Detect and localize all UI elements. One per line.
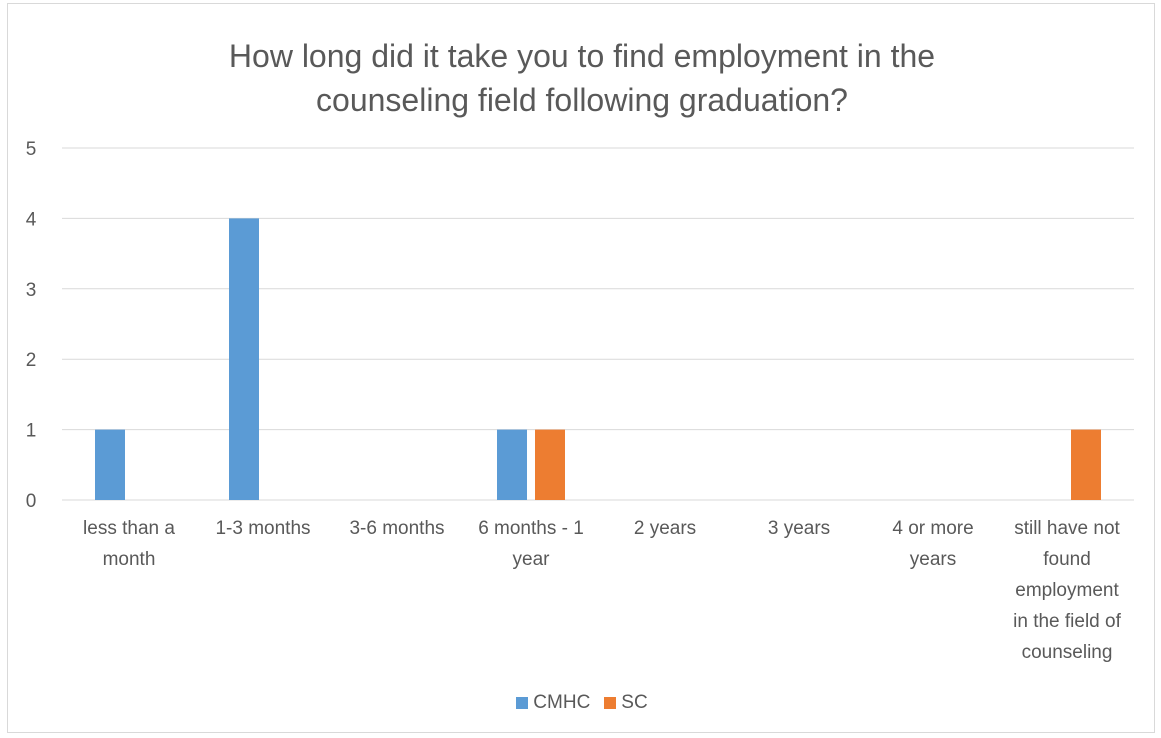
x-tick-label-0-1: month	[103, 549, 156, 570]
legend-label-cmhc: CMHC	[533, 692, 591, 713]
legend-label-sc: SC	[621, 692, 648, 713]
legend-swatch-sc	[604, 697, 617, 709]
y-tick-label-0: 0	[26, 491, 37, 512]
bar-sc-3	[535, 429, 565, 500]
chart-frame: How long did it take you to find employm…	[7, 3, 1155, 733]
chart-title-line-1: How long did it take you to find employm…	[228, 38, 936, 74]
x-tick-label-7-4: counseling	[1022, 642, 1113, 663]
x-tick-label-7-0: still have not	[1014, 518, 1120, 539]
x-tick-label-5-0: 3 years	[768, 518, 830, 539]
y-tick-label-1: 1	[26, 421, 37, 442]
x-tick-label-6-0: 4 or more	[892, 518, 973, 539]
x-tick-label-3-0: 6 months - 1	[478, 518, 584, 539]
chart-title: How long did it take you to find employm…	[8, 34, 1156, 122]
bar-cmhc-1	[229, 218, 259, 500]
x-tick-label-1-0: 1-3 months	[215, 518, 310, 539]
x-tick-label-7-1: found	[1043, 549, 1091, 570]
legend-item-sc: SC	[604, 692, 648, 714]
bar-cmhc-0	[95, 429, 125, 500]
bar-sc-7	[1071, 429, 1101, 500]
legend: CMHC SC	[8, 692, 1156, 714]
plot-area: 0 1 2 3 4 5 less than a month 1-3 months 3-6 mont…	[26, 139, 1134, 663]
x-tick-label-3-1: year	[513, 549, 551, 570]
legend-item-cmhc: CMHC	[516, 692, 590, 714]
x-tick-label-7-3: in the field of	[1013, 611, 1121, 632]
x-tick-label-7-2: employment	[1015, 580, 1119, 601]
chart-title-line-2: counseling field following graduation?	[316, 82, 848, 118]
x-tick-label-4-0: 2 years	[634, 518, 696, 539]
y-tick-label-5: 5	[26, 139, 37, 160]
x-tick-label-2-0: 3-6 months	[349, 518, 444, 539]
legend-swatch-cmhc	[516, 697, 529, 709]
y-tick-label-4: 4	[26, 209, 37, 230]
bar-cmhc-3	[497, 429, 527, 500]
x-tick-label-6-1: years	[910, 549, 956, 570]
x-tick-label-0-0: less than a	[83, 518, 175, 539]
y-tick-label-3: 3	[26, 280, 37, 301]
y-tick-label-2: 2	[26, 350, 37, 371]
